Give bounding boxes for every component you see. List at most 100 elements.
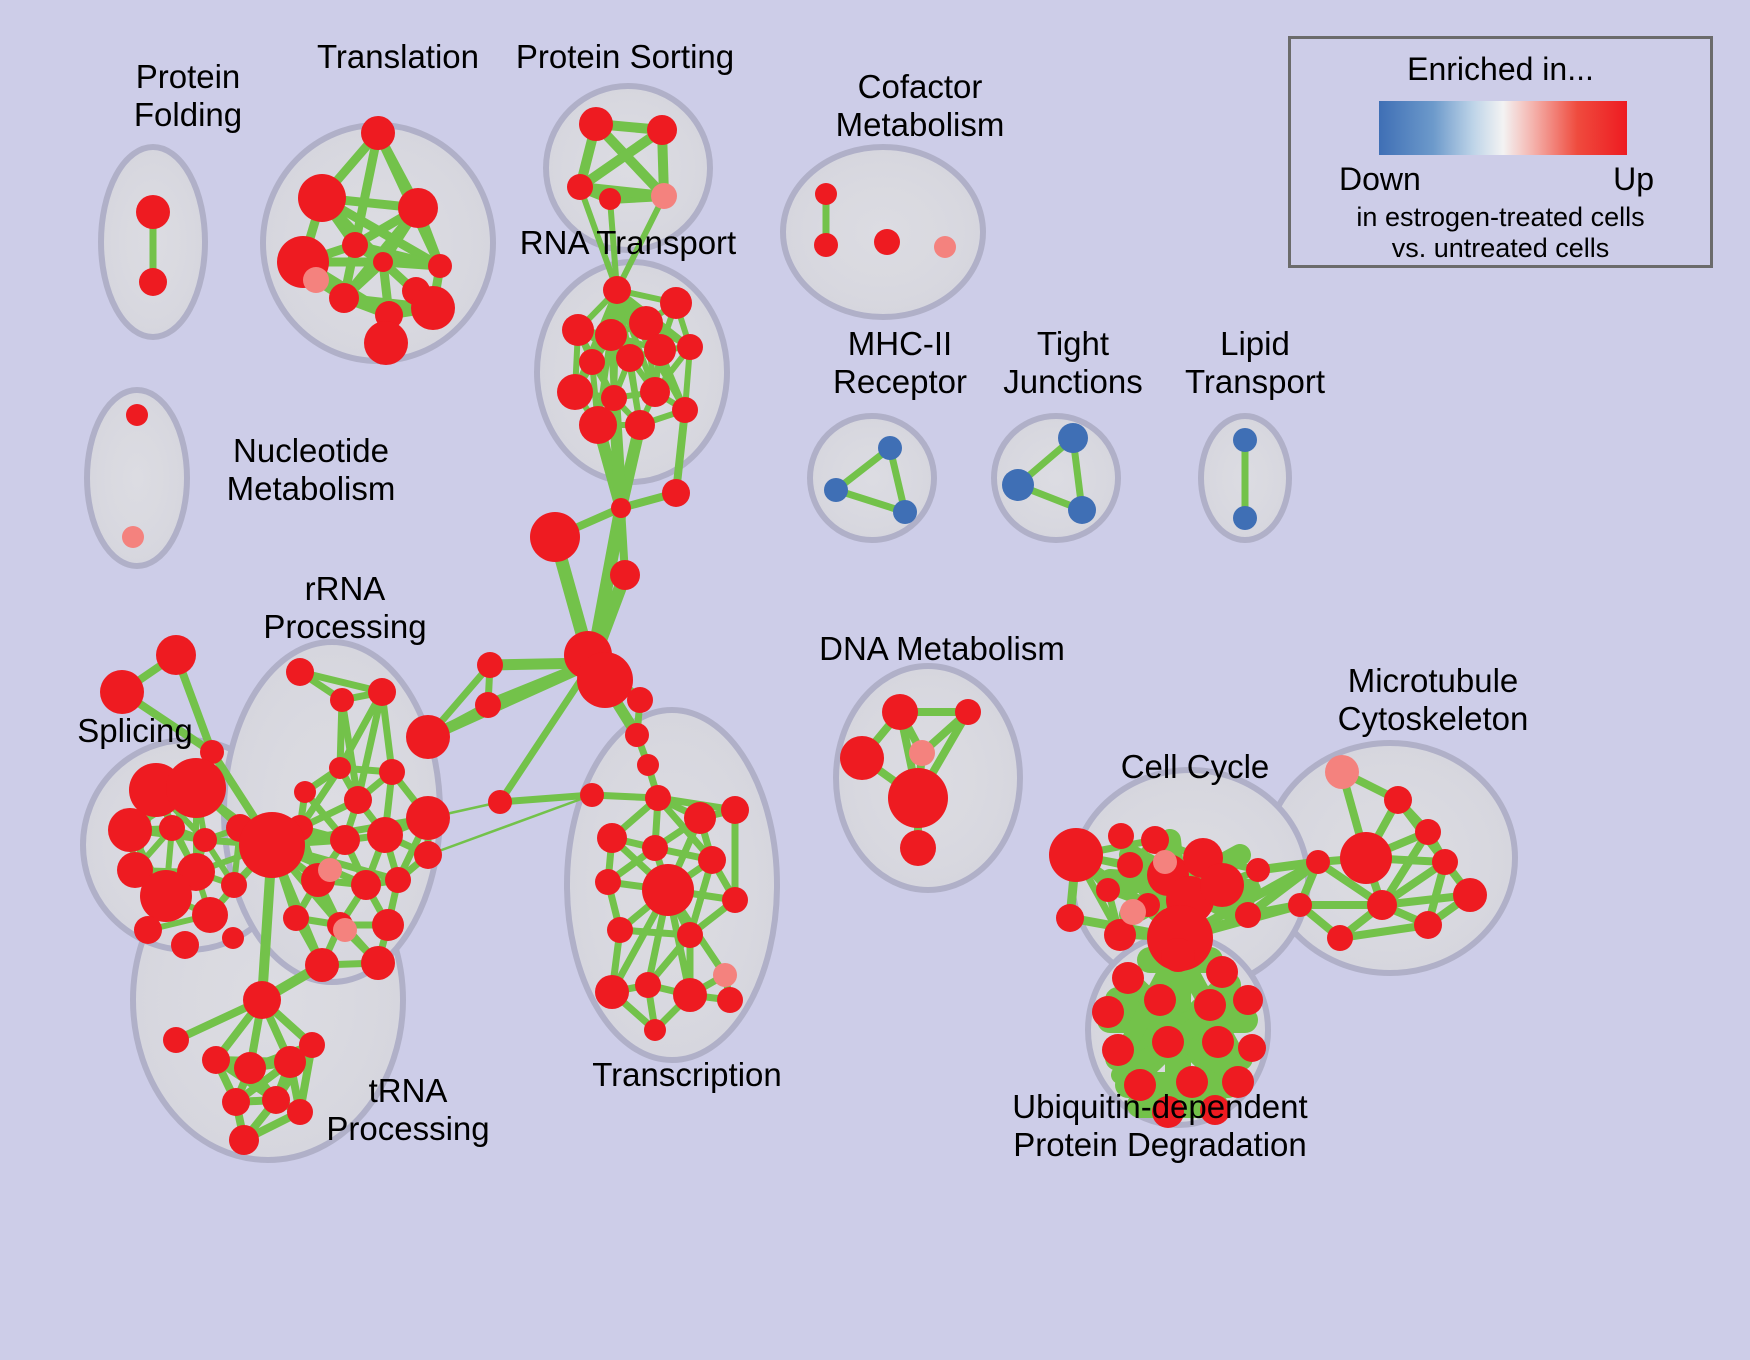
cluster-label-protein-folding: Protein Folding bbox=[133, 58, 243, 133]
node bbox=[610, 560, 640, 590]
node-midtone bbox=[303, 267, 329, 293]
node-midtone bbox=[1153, 850, 1177, 874]
node bbox=[367, 817, 403, 853]
node bbox=[1112, 962, 1144, 994]
node bbox=[878, 436, 902, 460]
node bbox=[579, 406, 617, 444]
legend-subtitle-line-1: in estrogen-treated cells bbox=[1356, 202, 1645, 232]
node-midtone bbox=[934, 236, 956, 258]
node bbox=[136, 195, 170, 229]
node bbox=[411, 286, 455, 330]
node bbox=[192, 897, 228, 933]
cluster-label-splicing: Splicing bbox=[77, 712, 193, 749]
node bbox=[100, 670, 144, 714]
node bbox=[567, 174, 593, 200]
legend-color-gradient-bar bbox=[1379, 101, 1627, 155]
node bbox=[1233, 506, 1257, 530]
node bbox=[627, 687, 653, 713]
node bbox=[645, 785, 671, 811]
node bbox=[1340, 832, 1392, 884]
node bbox=[616, 344, 644, 372]
node bbox=[385, 867, 411, 893]
node bbox=[262, 1086, 290, 1114]
node bbox=[488, 790, 512, 814]
node bbox=[1068, 496, 1096, 524]
node bbox=[684, 802, 716, 834]
node bbox=[139, 268, 167, 296]
node bbox=[156, 635, 196, 675]
node bbox=[126, 404, 148, 426]
node bbox=[1306, 850, 1330, 874]
node bbox=[1235, 902, 1261, 928]
node bbox=[1233, 428, 1257, 452]
node bbox=[603, 276, 631, 304]
node bbox=[329, 757, 351, 779]
node bbox=[222, 927, 244, 949]
node bbox=[882, 694, 918, 730]
cluster-ellipse-nucleotide-metabolism bbox=[84, 387, 190, 569]
node bbox=[406, 796, 450, 840]
node bbox=[1238, 1034, 1266, 1062]
node bbox=[330, 688, 354, 712]
node-midtone bbox=[318, 858, 342, 882]
node bbox=[221, 872, 247, 898]
node bbox=[243, 981, 281, 1019]
node bbox=[1384, 786, 1412, 814]
node bbox=[1200, 1095, 1230, 1125]
node bbox=[298, 174, 346, 222]
node bbox=[625, 723, 649, 747]
node bbox=[193, 828, 217, 852]
cluster-ellipse-mhc-ii-receptor bbox=[807, 413, 937, 543]
node bbox=[1206, 956, 1238, 988]
node bbox=[677, 922, 703, 948]
cluster-label-microtubule-cytoskeleton: Microtubule Cytoskeleton bbox=[1337, 662, 1529, 737]
node bbox=[140, 870, 192, 922]
cluster-label-dna-metabolism: DNA Metabolism bbox=[819, 630, 1065, 667]
node bbox=[597, 823, 627, 853]
node bbox=[642, 864, 694, 916]
node bbox=[344, 786, 372, 814]
node-midtone bbox=[909, 740, 935, 766]
cluster-label-translation: Translation bbox=[316, 38, 480, 75]
node bbox=[1453, 878, 1487, 912]
node bbox=[601, 385, 627, 411]
node bbox=[1152, 1096, 1184, 1128]
node bbox=[717, 987, 743, 1013]
node bbox=[611, 498, 631, 518]
cluster-label-rrna-processing: rRNA Processing bbox=[263, 570, 427, 645]
node bbox=[595, 319, 627, 351]
cluster-label-tight-junctions: Tight Junctions bbox=[1003, 325, 1143, 400]
node bbox=[163, 1027, 189, 1053]
node bbox=[629, 306, 663, 340]
node-midtone bbox=[713, 963, 737, 987]
node-midtone bbox=[1120, 899, 1146, 925]
node bbox=[1056, 904, 1084, 932]
node bbox=[1414, 911, 1442, 939]
node bbox=[1415, 819, 1441, 845]
node bbox=[202, 1046, 230, 1074]
node bbox=[1194, 989, 1226, 1021]
node bbox=[222, 1088, 250, 1116]
node bbox=[1200, 863, 1244, 907]
node bbox=[368, 678, 396, 706]
node bbox=[595, 869, 621, 895]
node bbox=[577, 652, 633, 708]
node bbox=[840, 736, 884, 780]
node bbox=[299, 1032, 325, 1058]
node bbox=[637, 754, 659, 776]
node bbox=[1108, 823, 1134, 849]
node bbox=[698, 846, 726, 874]
cluster-label-ubiquitin-degradation: Ubiquitin-dependent Protein Degradation bbox=[1012, 1088, 1308, 1163]
cluster-label-protein-sorting: Protein Sorting bbox=[515, 38, 735, 75]
node bbox=[1104, 919, 1136, 951]
legend-title: Enriched in... bbox=[1407, 51, 1594, 87]
node bbox=[677, 334, 703, 360]
node bbox=[562, 314, 594, 346]
node bbox=[824, 478, 848, 502]
node bbox=[477, 652, 503, 678]
node bbox=[647, 115, 677, 145]
node bbox=[428, 254, 452, 278]
node bbox=[406, 715, 450, 759]
node bbox=[342, 232, 368, 258]
